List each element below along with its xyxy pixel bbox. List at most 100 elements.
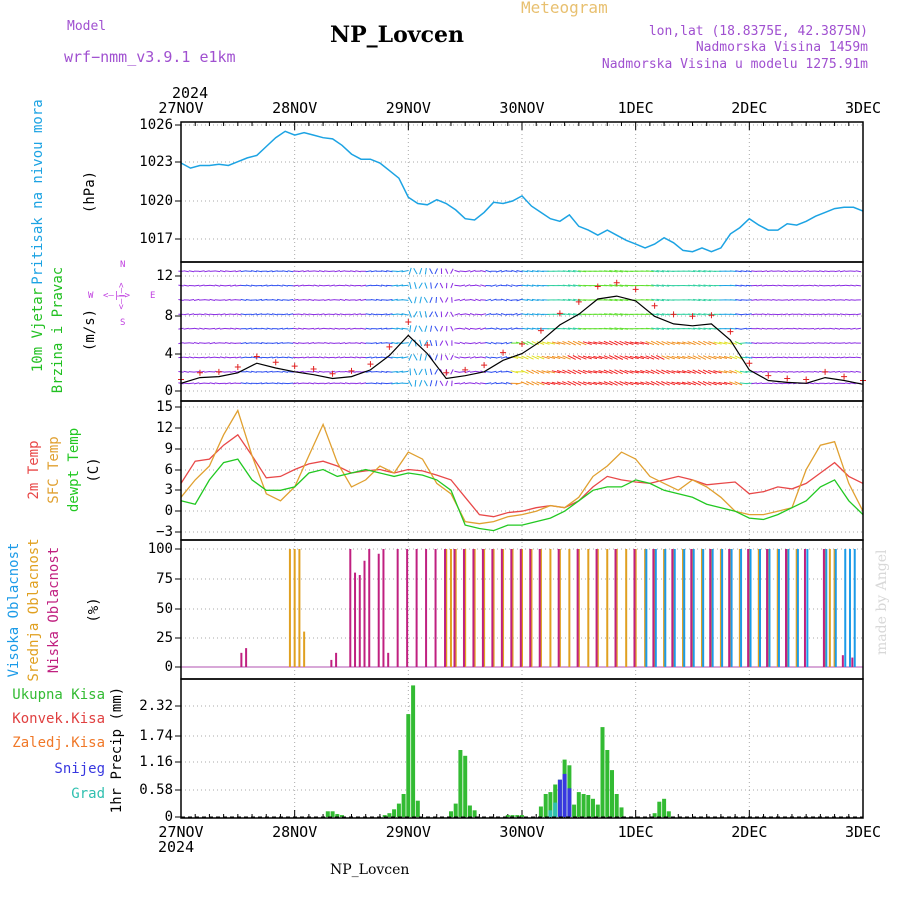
wind-arrow bbox=[556, 381, 566, 386]
wind-arrow bbox=[656, 327, 665, 330]
wind-arrow bbox=[687, 270, 696, 273]
wind-arrow bbox=[199, 270, 205, 273]
wind-arrow bbox=[256, 342, 263, 345]
wind-arrow bbox=[671, 370, 681, 374]
wind-arrow bbox=[516, 298, 523, 302]
wind-arrow bbox=[777, 299, 783, 301]
wind-arrow bbox=[214, 382, 221, 385]
wind-arrow bbox=[204, 313, 210, 316]
wind-arrow bbox=[454, 342, 460, 344]
wind-arrow bbox=[698, 313, 706, 316]
precip-bar-precip bbox=[586, 795, 591, 817]
wind-arrow bbox=[813, 370, 820, 373]
temp-label-sfc: SFC Temp bbox=[46, 436, 62, 503]
wind-gust-marker bbox=[481, 362, 488, 369]
wind-arrow bbox=[430, 325, 433, 332]
wind-arrow bbox=[435, 340, 438, 347]
wind-arrow bbox=[640, 370, 650, 374]
wind-arrow bbox=[303, 313, 309, 316]
wind-arrow bbox=[562, 284, 571, 287]
wind-arrow bbox=[813, 382, 820, 385]
wind-arrow bbox=[756, 342, 763, 344]
wind-arrow bbox=[756, 370, 763, 373]
wind-arrow bbox=[245, 327, 252, 330]
wind-arrow bbox=[798, 313, 804, 316]
wind-arrow bbox=[318, 356, 325, 359]
precip-bar-precip bbox=[387, 813, 392, 817]
wind-arrow bbox=[587, 341, 598, 345]
wind-arrow bbox=[370, 313, 377, 316]
wind-arrow bbox=[209, 356, 216, 359]
wind-arrow bbox=[188, 356, 195, 359]
wind-arrow bbox=[651, 298, 659, 302]
wind-arrow bbox=[697, 340, 707, 346]
wind-arrow bbox=[240, 342, 247, 345]
y-tick-label: 3 bbox=[165, 482, 173, 498]
wind-arrow bbox=[261, 382, 268, 385]
wind-arrow bbox=[287, 382, 294, 385]
wind-arrow bbox=[459, 298, 466, 302]
wind-arrow bbox=[845, 299, 851, 301]
wind-arrow bbox=[531, 340, 540, 346]
compass-horizontal: <—|—> bbox=[103, 291, 131, 301]
wind-arrow bbox=[266, 356, 273, 359]
wind-arrow bbox=[855, 370, 861, 373]
wind-arrow bbox=[308, 382, 315, 385]
y-tick-label: −3 bbox=[156, 524, 173, 540]
wind-arrow bbox=[734, 381, 743, 386]
wind-arrow bbox=[350, 356, 356, 359]
wind-arrow bbox=[829, 342, 835, 344]
wind-arrow bbox=[573, 313, 581, 316]
wind-arrow bbox=[360, 342, 367, 345]
wind-arrow bbox=[261, 370, 268, 373]
wind-arrow bbox=[729, 370, 738, 374]
wind-arrow bbox=[256, 382, 263, 385]
wind-gust-marker bbox=[500, 349, 507, 356]
wind-arrow bbox=[355, 382, 361, 385]
wind-arrow bbox=[526, 313, 534, 316]
wind-arrow bbox=[587, 355, 598, 360]
wind-arrow bbox=[506, 370, 513, 374]
wind-arrow bbox=[609, 284, 618, 287]
wind-arrow bbox=[687, 369, 696, 374]
wind-arrow bbox=[445, 311, 449, 318]
temp-line-t2m bbox=[180, 433, 864, 518]
wind-arrow bbox=[745, 313, 752, 316]
wind-arrow bbox=[266, 313, 273, 316]
wind-arrow bbox=[521, 341, 529, 346]
wind-arrow bbox=[419, 380, 423, 387]
y-tick-label: 1026 bbox=[139, 117, 173, 133]
coords-text: lon,lat (18.8375E, 42.3875N) bbox=[648, 24, 868, 39]
wind-arrow bbox=[318, 270, 325, 273]
wind-arrow bbox=[391, 371, 398, 373]
wind-arrow bbox=[495, 284, 502, 287]
x-label-top: 2DEC bbox=[731, 99, 767, 117]
wind-arrow bbox=[577, 340, 587, 346]
wind-gust-marker bbox=[253, 353, 260, 360]
wind-arrow bbox=[287, 342, 294, 344]
wind-arrow bbox=[313, 382, 320, 385]
wind-arrow bbox=[756, 284, 763, 287]
wind-arrow bbox=[386, 342, 393, 344]
wind-arrow bbox=[793, 284, 799, 287]
wind-arrow bbox=[308, 313, 315, 316]
y-tick-label: 1023 bbox=[139, 154, 173, 170]
wind-arrow bbox=[698, 327, 706, 330]
wind-arrow bbox=[703, 284, 711, 287]
wind-arrow bbox=[419, 267, 423, 275]
wind-arrow bbox=[782, 371, 789, 373]
wind-arrow bbox=[381, 327, 388, 330]
wind-arrow bbox=[375, 298, 382, 301]
precip-bar-precip bbox=[595, 804, 600, 817]
wind-arrow bbox=[209, 298, 216, 301]
pressure-line bbox=[180, 130, 864, 253]
wind-arrow bbox=[506, 341, 513, 345]
wind-arrow bbox=[204, 356, 210, 359]
pressure-label: Pritisak na nivou mora bbox=[30, 99, 46, 284]
wind-arrow bbox=[526, 340, 534, 346]
wind-arrow bbox=[409, 282, 412, 290]
wind-arrow bbox=[303, 270, 309, 273]
wind-arrow bbox=[266, 270, 273, 273]
wind-arrow bbox=[834, 356, 841, 359]
wind-arrow bbox=[603, 340, 613, 346]
